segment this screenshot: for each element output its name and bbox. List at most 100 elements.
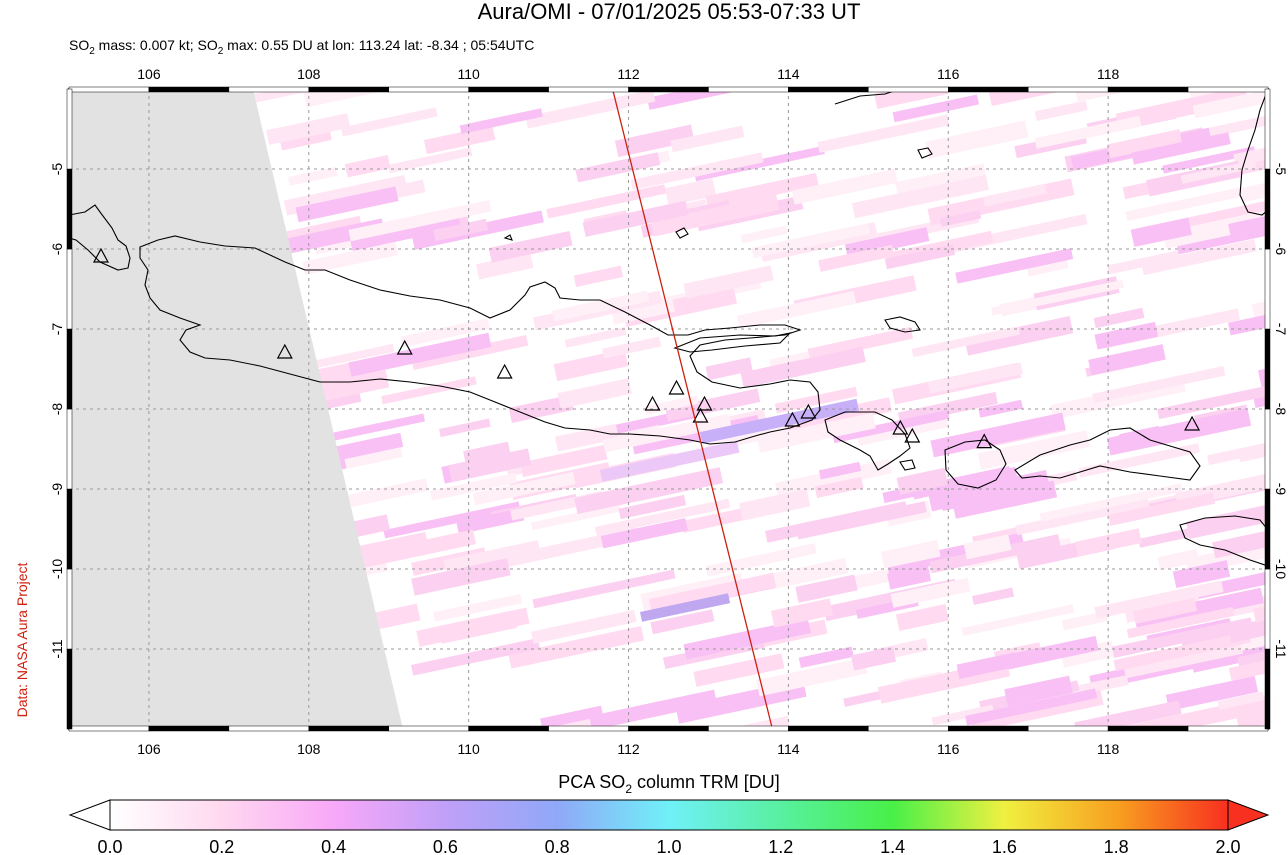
frame-bar-top (468, 86, 549, 93)
lat-tick-label-right: -6 (1273, 243, 1288, 256)
so2-pixel (1192, 561, 1268, 600)
frame-bar-bottom (788, 725, 869, 732)
so2-pixel (1162, 146, 1256, 174)
so2-pixel (1061, 611, 1108, 631)
lon-tick-label-top: 110 (458, 66, 481, 82)
so2-pixel (890, 577, 971, 608)
so2-pixel (1231, 579, 1268, 617)
so2-pixel (1004, 675, 1073, 707)
colorbar-tick-label: 1.4 (880, 837, 905, 855)
so2-pixel (791, 168, 898, 205)
so2-pixel (554, 423, 619, 452)
so2-pixel (1228, 604, 1268, 643)
so2-pixel (929, 534, 1061, 574)
so2-pixel (1217, 691, 1265, 710)
so2-pixel (756, 412, 876, 453)
so2-pixel (531, 609, 637, 644)
island-masalembu (917, 147, 933, 159)
lat-tick-label-left: -9 (49, 483, 65, 496)
frame-bar-left (66, 488, 73, 570)
so2-pixel (546, 184, 667, 219)
coastlines (69, 89, 1268, 567)
so2-pixel (1157, 382, 1268, 420)
so2-pixel-high (600, 440, 740, 482)
island-karimunjawa (503, 234, 513, 241)
volcano-icon (892, 419, 909, 435)
island-nusa-penida (899, 459, 916, 471)
so2-pixel (1125, 187, 1244, 222)
so2-pixel (886, 564, 932, 590)
so2-pixel (1075, 528, 1142, 557)
colorbar-tick-label: 1.0 (656, 837, 681, 855)
so2-pixel (611, 297, 675, 325)
so2-pixel (807, 326, 914, 361)
so2-pixel (911, 326, 1020, 358)
so2-pixel (575, 152, 661, 183)
frame-bar-top (1027, 86, 1109, 93)
so2-pixel (1092, 366, 1226, 404)
so2-pixel (991, 279, 1124, 316)
colorbar-tick-label: 0.8 (545, 837, 570, 855)
so2-pixel (664, 178, 717, 206)
so2-pixel (1107, 129, 1183, 159)
so2-pixel (963, 534, 1012, 560)
so2-pixel (614, 124, 695, 158)
frame-bar-left (66, 408, 73, 490)
frame-bar-bottom (468, 725, 549, 732)
coast-java (139, 235, 821, 445)
so2-pixel (1131, 132, 1231, 165)
so2-pixel (411, 558, 511, 596)
so2-pixel (1115, 89, 1249, 131)
frame-bar-top (628, 86, 709, 93)
so2-pixel (665, 388, 761, 422)
frame-bar-bottom (628, 725, 709, 732)
so2-pixel (488, 230, 573, 263)
so2-pixel (971, 587, 1015, 606)
so2-pixel (302, 241, 399, 275)
so2-pixel (1034, 115, 1142, 149)
so2-pixel (456, 508, 525, 535)
so2-pixel (1207, 432, 1268, 466)
so2-pixel (1180, 159, 1257, 184)
so2-pixel (957, 652, 1032, 679)
lon-tick-label-top: 116 (937, 66, 960, 82)
frame-bar-top (548, 86, 629, 93)
so2-pixel (459, 108, 543, 134)
lat-tick-label-left: -8 (49, 403, 65, 416)
lon-tick-label-bottom: 106 (137, 741, 161, 757)
frame-bar-bottom (868, 725, 949, 732)
lon-tick-label-top: 108 (297, 66, 321, 82)
frame-bar-bottom (1107, 725, 1189, 732)
so2-pixel (1093, 307, 1145, 329)
so2-pixel-high (640, 593, 731, 622)
colorbar-right-arrow (1227, 799, 1270, 831)
so2-pixel (295, 186, 399, 223)
frame-bar-left (66, 168, 73, 250)
colorbar-ramp (109, 799, 1229, 831)
frame-bar-bottom (388, 725, 469, 732)
so2-pixel (817, 114, 950, 153)
colorbar-tick-label: 1.8 (1104, 837, 1129, 855)
lat-tick-label-left: -10 (49, 559, 65, 579)
so2-pixel (622, 286, 738, 328)
map-axis-ticks: 106 106 108 108 110 110 112 112 114 114 116 116 118 1… (49, 66, 1288, 757)
so2-pixel (630, 152, 764, 191)
data-credit: Data: NASA Aura Project (14, 562, 30, 717)
so2-pixel (530, 503, 622, 531)
so2-pixel (740, 225, 788, 244)
so2-pixel (895, 604, 949, 632)
so2-pixel (931, 704, 995, 726)
volcano-icon (644, 395, 661, 411)
frame-bar-bottom (228, 725, 310, 732)
so2-pixel (927, 362, 1024, 394)
lat-tick-label-left: -7 (49, 323, 65, 336)
so2-pixel (1026, 257, 1069, 277)
so2-pixel (895, 163, 987, 196)
so2-pixel (1236, 705, 1268, 729)
so2-pixel (340, 107, 438, 137)
so2-pixel (1034, 100, 1088, 121)
so2-pixel (1108, 492, 1216, 526)
coast-sumbawa (1014, 427, 1201, 481)
frame-bar-right (1264, 88, 1271, 170)
frame-bar-left (66, 88, 73, 170)
